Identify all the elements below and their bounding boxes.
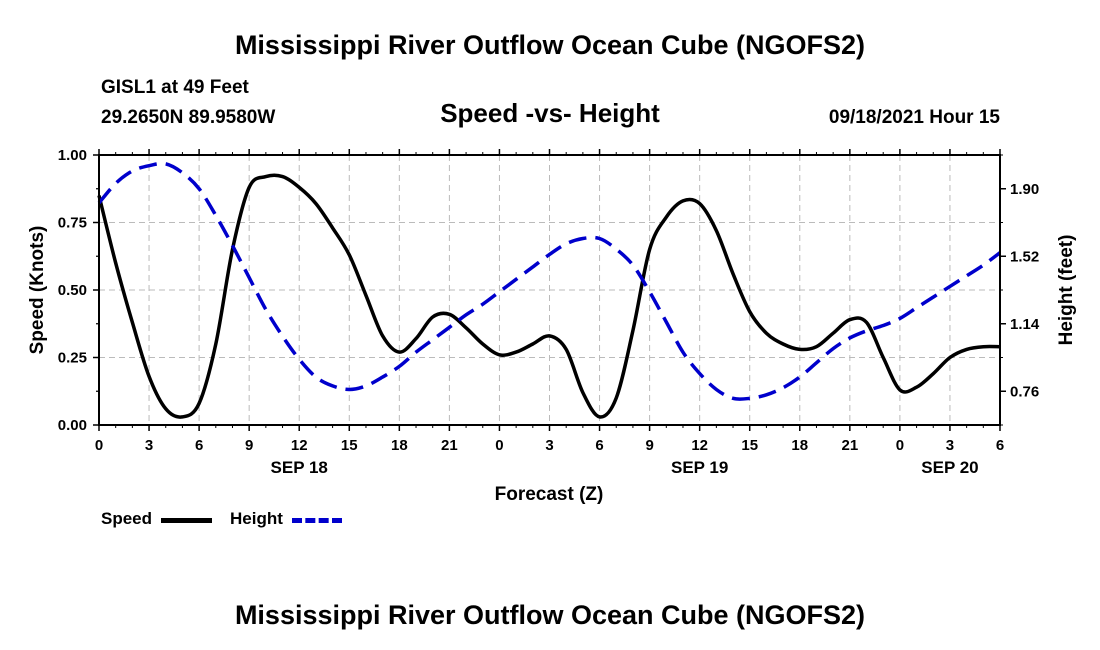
footer-title: Mississippi River Outflow Ocean Cube (NG… (234, 600, 866, 630)
x-tick-label: 3 (545, 437, 553, 454)
x-tick-label: 15 (741, 437, 758, 454)
x-tick-label: 12 (691, 437, 708, 454)
x-tick-label: 0 (896, 437, 904, 454)
x-tick-label: 18 (391, 437, 408, 454)
axes: 0 3 6 9 12 15 18 21 0 3 6 9 12 15 18 21 0 3 6 SEP 18 SEP 19 S… (58, 147, 1040, 477)
x-tick-label: 6 (195, 437, 203, 454)
x-tick-label: 21 (441, 437, 458, 454)
y-tick-label: 0.75 (58, 215, 87, 232)
x-tick-label: 0 (495, 437, 503, 454)
station-coordinates: 29.2650N 89.9580W (101, 107, 276, 128)
legend-height-swatch (292, 518, 342, 523)
x-tick-label: 18 (791, 437, 808, 454)
y2-tick-label: 1.14 (1010, 316, 1040, 333)
station-label: GISL1 at 49 Feet (101, 77, 249, 98)
x-tick-label: 12 (291, 437, 308, 454)
page-title: Mississippi River Outflow Ocean Cube (NG… (234, 30, 866, 60)
y2-tick-label: 1.52 (1010, 248, 1039, 265)
y-tick-label: 0.25 (58, 350, 87, 367)
y-axis-title-speed: Speed (Knots) (27, 226, 48, 355)
x-tick-label: 9 (245, 437, 253, 454)
height-series-line (97, 161, 1002, 401)
date-label: SEP 20 (921, 458, 978, 477)
data-series (97, 161, 1002, 419)
y-axis-title-height: Height (feet) (1056, 235, 1077, 346)
chart-subtitle: Speed -vs- Height (440, 98, 660, 128)
legend-speed-swatch (161, 518, 212, 523)
y-tick-label: 0.50 (58, 282, 87, 299)
legend-speed-label: Speed (101, 509, 153, 528)
y-tick-label: 1.00 (58, 147, 87, 164)
x-tick-label: 15 (341, 437, 358, 454)
x-tick-label: 3 (946, 437, 954, 454)
forecast-datetime: 09/18/2021 Hour 15 (828, 107, 1000, 128)
legend-height-label: Height (230, 509, 283, 528)
y2-tick-label: 0.76 (1010, 383, 1039, 400)
x-axis-title: Forecast (Z) (495, 484, 604, 505)
x-tick-label: 6 (595, 437, 603, 454)
x-tick-label: 3 (145, 437, 153, 454)
speed-series-line (97, 173, 1001, 419)
date-label: SEP 18 (271, 458, 328, 477)
y2-tick-label: 1.90 (1010, 181, 1039, 198)
x-tick-label: 21 (841, 437, 858, 454)
x-tick-label: 6 (996, 437, 1004, 454)
x-tick-label: 0 (95, 437, 103, 454)
x-tick-label: 9 (645, 437, 653, 454)
grid-lines (99, 155, 1000, 425)
date-label: SEP 19 (671, 458, 728, 477)
y-tick-label: 0.00 (58, 417, 87, 434)
